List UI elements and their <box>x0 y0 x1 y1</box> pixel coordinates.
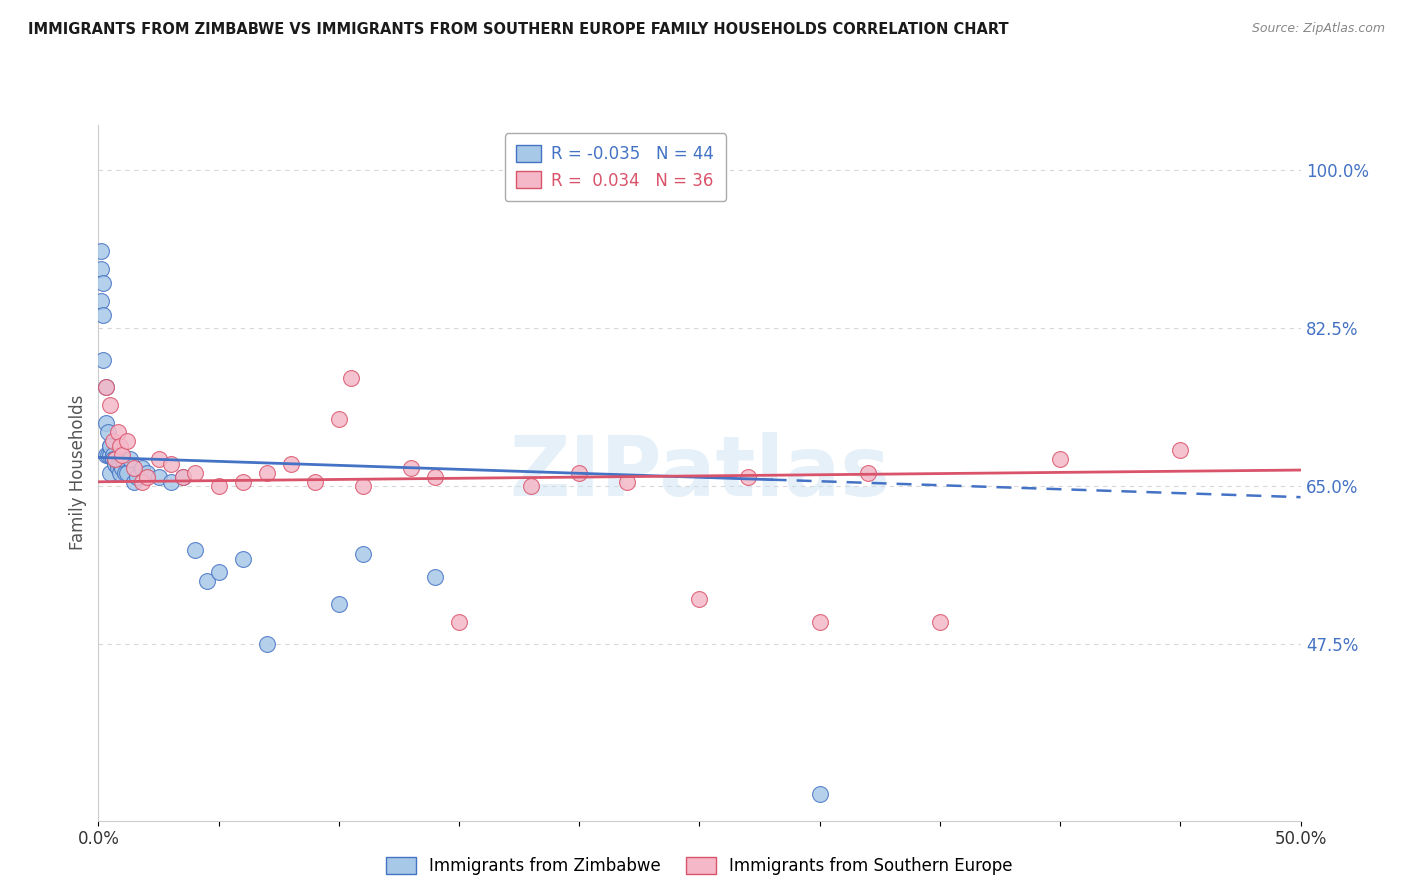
Point <box>172 470 194 484</box>
Point <box>159 475 181 489</box>
Point <box>183 542 205 557</box>
Point <box>90 294 112 309</box>
Point <box>107 457 129 471</box>
Point <box>352 547 374 561</box>
Point <box>107 425 129 439</box>
Point <box>111 452 134 467</box>
Point <box>616 475 638 489</box>
Point <box>256 466 278 480</box>
Point <box>183 466 205 480</box>
Y-axis label: Family Households: Family Households <box>69 395 87 550</box>
Legend: Immigrants from Zimbabwe, Immigrants from Southern Europe: Immigrants from Zimbabwe, Immigrants fro… <box>380 850 1019 882</box>
Point <box>114 466 136 480</box>
Point <box>94 448 117 462</box>
Point <box>328 411 350 425</box>
Point <box>108 457 131 471</box>
Point <box>208 565 231 579</box>
Point <box>1049 452 1071 467</box>
Point <box>352 479 374 493</box>
Point <box>195 574 218 589</box>
Point <box>97 425 120 439</box>
Point <box>104 452 127 467</box>
Point <box>108 439 131 453</box>
Point <box>328 597 350 611</box>
Point <box>399 461 422 475</box>
Point <box>808 615 831 629</box>
Point <box>124 475 146 489</box>
Point <box>689 592 711 607</box>
Point <box>124 461 146 475</box>
Point <box>232 475 254 489</box>
Point <box>131 475 153 489</box>
Point <box>208 479 231 493</box>
Point <box>737 470 759 484</box>
Point <box>107 461 129 475</box>
Point <box>135 470 157 484</box>
Point <box>104 452 127 467</box>
Point <box>111 461 134 475</box>
Point <box>340 371 363 385</box>
Point <box>232 551 254 566</box>
Point <box>100 448 122 462</box>
Text: ZIPatlas: ZIPatlas <box>509 433 890 513</box>
Point <box>423 569 446 583</box>
Point <box>104 457 127 471</box>
Point <box>304 475 326 489</box>
Point <box>159 457 181 471</box>
Point <box>94 380 117 394</box>
Point <box>447 615 470 629</box>
Point <box>100 398 122 412</box>
Text: IMMIGRANTS FROM ZIMBABWE VS IMMIGRANTS FROM SOUTHERN EUROPE FAMILY HOUSEHOLDS CO: IMMIGRANTS FROM ZIMBABWE VS IMMIGRANTS F… <box>28 22 1008 37</box>
Point <box>101 434 124 449</box>
Point <box>90 244 112 259</box>
Point <box>97 448 120 462</box>
Point <box>100 439 122 453</box>
Point <box>256 637 278 651</box>
Point <box>568 466 591 480</box>
Point <box>125 470 148 484</box>
Point <box>117 466 139 480</box>
Point <box>108 466 131 480</box>
Point <box>928 615 950 629</box>
Point <box>100 439 122 453</box>
Point <box>808 787 831 801</box>
Point <box>856 466 879 480</box>
Point <box>100 466 122 480</box>
Point <box>148 452 170 467</box>
Point <box>90 262 112 277</box>
Point <box>91 276 114 290</box>
Point <box>117 434 139 449</box>
Point <box>172 470 194 484</box>
Point <box>280 457 302 471</box>
Point <box>111 448 134 462</box>
Point <box>91 352 114 367</box>
Text: Source: ZipAtlas.com: Source: ZipAtlas.com <box>1251 22 1385 36</box>
Point <box>1170 443 1192 458</box>
Point <box>101 452 124 467</box>
Point <box>94 380 117 394</box>
Point <box>94 416 117 430</box>
Point <box>91 308 114 322</box>
Point <box>131 461 153 475</box>
Point <box>520 479 543 493</box>
Point <box>101 448 124 462</box>
Point <box>423 470 446 484</box>
Point <box>148 470 170 484</box>
Point <box>118 452 141 467</box>
Point <box>135 466 157 480</box>
